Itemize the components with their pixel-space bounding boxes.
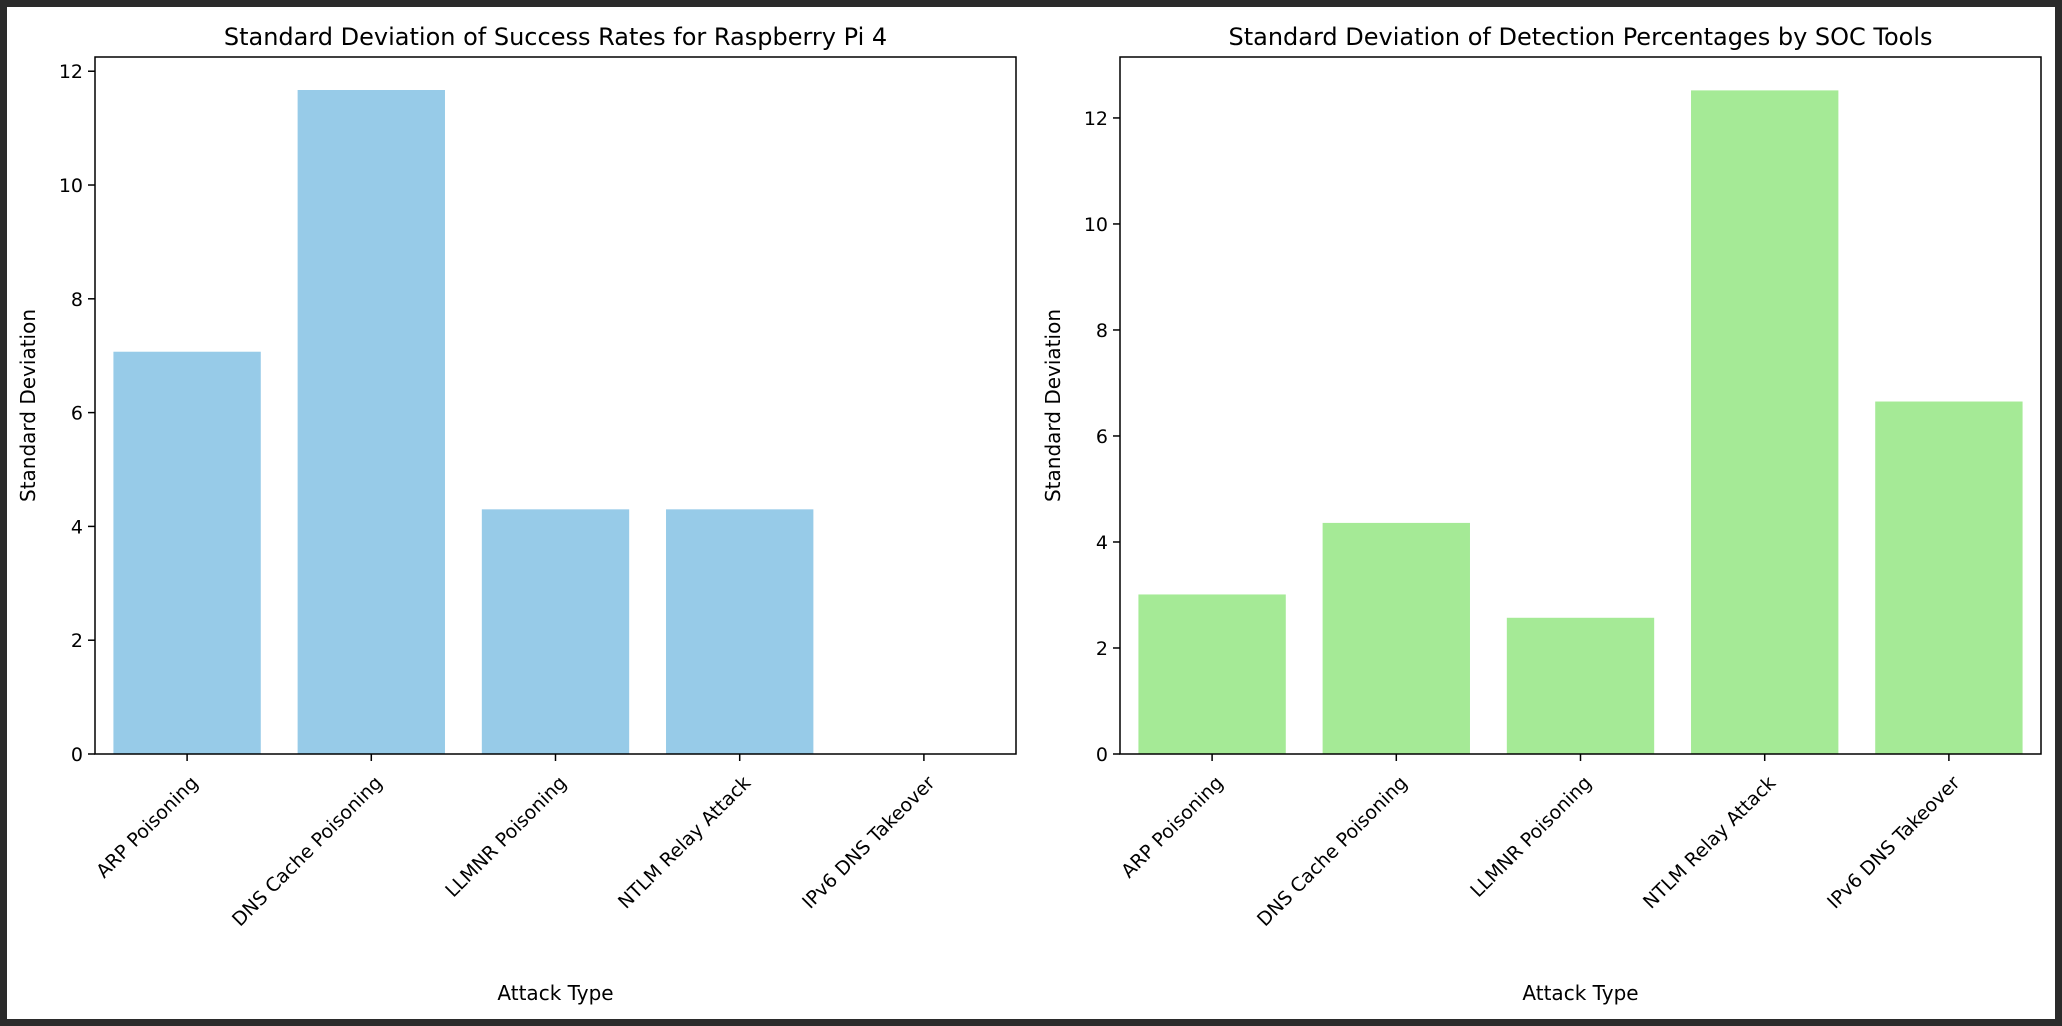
bar-arp-poisoning [1138, 594, 1286, 754]
y-tick-label: 10 [1084, 214, 1108, 236]
chart-1: Standard Deviation of Success Rates for … [16, 23, 1017, 1005]
chart-2: Standard Deviation of Detection Percenta… [1041, 23, 2042, 1005]
bar-ntlm-relay-attack [666, 509, 814, 754]
y-tick-label: 6 [1096, 426, 1108, 448]
x-tick-label: DNS Cache Poisoning [1253, 772, 1412, 931]
x-tick-label: ARP Poisoning [1117, 772, 1228, 883]
y-tick-label: 2 [71, 630, 83, 652]
bar-dns-cache-poisoning [1322, 522, 1470, 754]
bar-arp-poisoning [113, 351, 261, 754]
y-axis-label: Standard Deviation [1041, 309, 1065, 502]
y-tick-label: 12 [59, 61, 83, 83]
y-tick-label: 12 [1084, 108, 1108, 130]
y-tick-label: 10 [59, 175, 83, 197]
y-axis-label: Standard Deviation [16, 309, 40, 502]
bar-llmnr-poisoning [1506, 617, 1655, 754]
x-tick-label: NTLM Relay Attack [614, 772, 755, 913]
chart-canvas: Standard Deviation of Success Rates for … [16, 23, 2042, 1005]
x-axis-label: Attack Type [497, 981, 613, 1005]
x-tick-label: LLMNR Poisoning [1466, 772, 1596, 902]
chart-title: Standard Deviation of Success Rates for … [224, 23, 887, 51]
x-tick-label: LLMNR Poisoning [441, 772, 571, 902]
y-tick-label: 4 [1096, 532, 1108, 554]
x-tick-label: NTLM Relay Attack [1639, 772, 1780, 913]
bar-ipv6-dns-takeover [1875, 401, 2023, 754]
y-tick-label: 0 [71, 744, 83, 766]
figure: Standard Deviation of Success Rates for … [7, 7, 2055, 1019]
y-tick-label: 8 [71, 289, 83, 311]
bar-dns-cache-poisoning [297, 90, 445, 755]
chart-title: Standard Deviation of Detection Percenta… [1228, 23, 1932, 51]
x-tick-label: IPv6 DNS Takeover [798, 772, 939, 913]
y-tick-label: 0 [1096, 744, 1108, 766]
y-tick-label: 8 [1096, 320, 1108, 342]
x-tick-label: ARP Poisoning [92, 772, 203, 883]
bar-ntlm-relay-attack [1691, 90, 1839, 754]
x-tick-label: IPv6 DNS Takeover [1823, 772, 1964, 913]
y-tick-label: 4 [71, 516, 83, 538]
y-tick-label: 2 [1096, 638, 1108, 660]
y-tick-label: 6 [71, 403, 83, 425]
bar-llmnr-poisoning [481, 509, 630, 754]
x-axis-label: Attack Type [1522, 981, 1638, 1005]
x-tick-label: DNS Cache Poisoning [228, 772, 387, 931]
